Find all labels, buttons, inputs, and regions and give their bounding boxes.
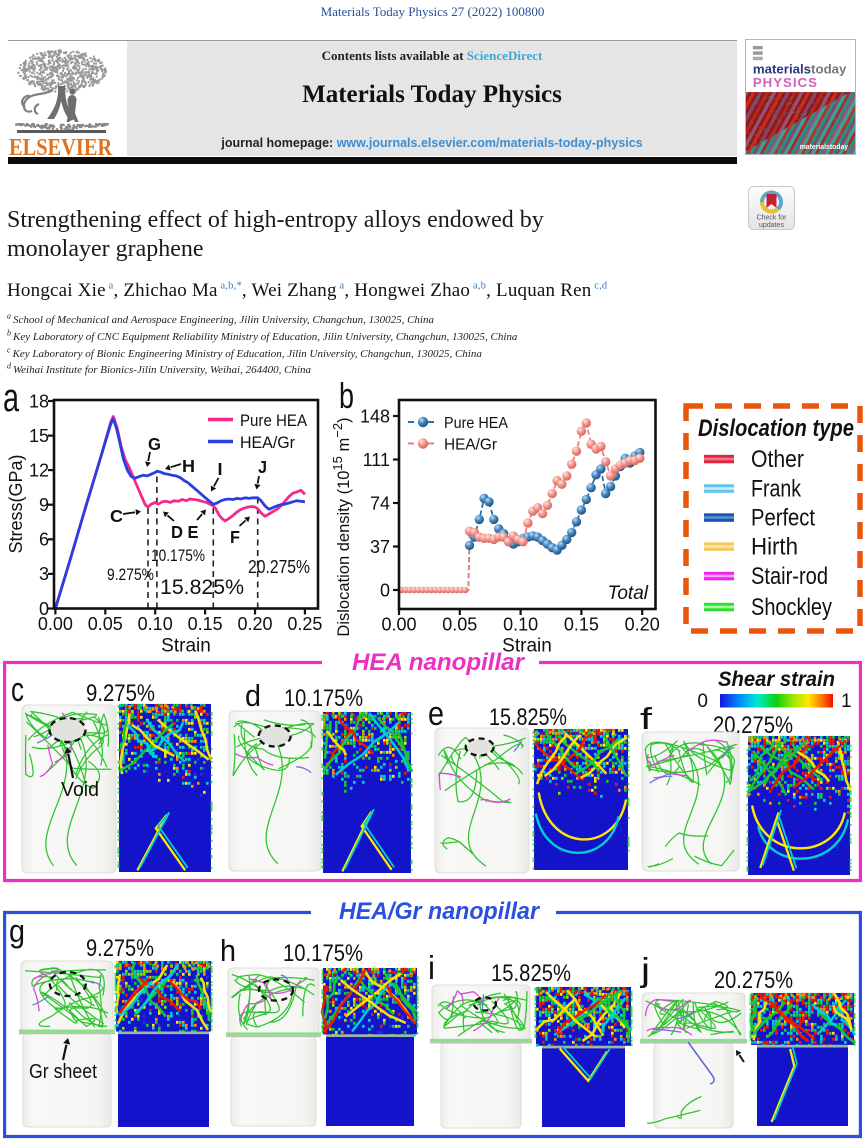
svg-text:0.25: 0.25 (287, 614, 322, 634)
svg-text:Total: Total (608, 583, 649, 604)
svg-text:d: d (245, 678, 261, 713)
svg-text:12: 12 (29, 460, 49, 480)
svg-text:Shear strain: Shear strain (718, 668, 835, 691)
svg-text:j: j (640, 951, 650, 988)
svg-text:15.825%: 15.825% (491, 960, 571, 987)
svg-text:H: H (182, 456, 195, 476)
svg-text:materialstoday: materialstoday (800, 144, 849, 151)
svg-text:b: b (339, 375, 354, 416)
svg-text:15: 15 (29, 426, 49, 446)
svg-text:e: e (428, 695, 444, 733)
svg-text:9.275%: 9.275% (86, 935, 154, 962)
svg-text:F: F (230, 527, 240, 547)
svg-text:HEA/Gr: HEA/Gr (444, 437, 498, 454)
svg-text:9: 9 (39, 495, 49, 515)
svg-text:0.10: 0.10 (138, 614, 173, 634)
svg-text:0.00: 0.00 (38, 614, 73, 634)
svg-text:Void: Void (61, 779, 99, 801)
svg-text:10.175%: 10.175% (284, 685, 363, 712)
svg-text:0.15: 0.15 (188, 614, 223, 634)
svg-text:G: G (148, 434, 161, 454)
svg-text:74: 74 (370, 493, 390, 513)
svg-text:15.825%: 15.825% (489, 704, 567, 731)
svg-text:10.175%: 10.175% (283, 940, 363, 967)
svg-text:i: i (428, 949, 435, 986)
svg-text:Stair-rod: Stair-rod (751, 563, 828, 590)
svg-text:Shockley: Shockley (751, 594, 832, 621)
svg-text:E: E (188, 522, 199, 542)
svg-text:111: 111 (363, 450, 390, 470)
svg-text:materialstoday: materialstoday (753, 61, 847, 76)
svg-text:Hirth: Hirth (751, 534, 798, 561)
svg-text:Frank: Frank (751, 476, 802, 503)
svg-text:15.825%: 15.825% (160, 576, 244, 599)
svg-text:0: 0 (697, 691, 708, 712)
svg-text:Strain: Strain (161, 636, 211, 657)
svg-text:g: g (9, 913, 25, 949)
svg-text:20.275%: 20.275% (714, 967, 793, 994)
svg-text:Dislocation density (1015 m−2): Dislocation density (1015 m−2) (330, 417, 354, 636)
svg-text:20.275%: 20.275% (248, 557, 310, 577)
svg-text:0.20: 0.20 (237, 614, 272, 634)
svg-text:0.05: 0.05 (442, 615, 477, 635)
svg-text:18: 18 (29, 391, 49, 411)
svg-text:J: J (258, 457, 267, 477)
svg-text:HEA nanopillar: HEA nanopillar (352, 649, 526, 676)
svg-text:9.275%: 9.275% (86, 680, 155, 707)
svg-text:HEA/Gr: HEA/Gr (240, 434, 295, 452)
svg-text:0: 0 (380, 580, 390, 600)
svg-text:updates: updates (759, 222, 784, 229)
svg-text:HEA/Gr nanopillar: HEA/Gr nanopillar (339, 898, 541, 925)
svg-text:Pure HEA: Pure HEA (240, 412, 307, 430)
svg-text:0.00: 0.00 (381, 615, 416, 635)
svg-text:0.10: 0.10 (503, 615, 538, 635)
svg-text:D: D (171, 522, 183, 542)
svg-text:37: 37 (370, 537, 390, 557)
svg-text:3: 3 (39, 564, 49, 584)
svg-text:a: a (3, 376, 20, 420)
svg-text:Check for: Check for (757, 215, 788, 222)
svg-text:I: I (218, 459, 223, 479)
svg-text:6: 6 (39, 530, 49, 550)
svg-text:Pure HEA: Pure HEA (444, 415, 508, 432)
svg-text:1: 1 (841, 691, 852, 712)
svg-text:h: h (220, 933, 236, 968)
svg-text:C: C (110, 506, 123, 526)
svg-text:148: 148 (360, 406, 390, 426)
svg-text:Strain: Strain (502, 636, 552, 657)
svg-text:9.275%: 9.275% (107, 565, 154, 584)
svg-text:Stress(GPa): Stress(GPa) (6, 454, 26, 553)
svg-text:0.15: 0.15 (564, 615, 599, 635)
svg-text:c: c (11, 671, 24, 709)
svg-text:0: 0 (39, 599, 49, 619)
svg-text:PHYSICS: PHYSICS (753, 75, 818, 90)
svg-text:0.05: 0.05 (88, 614, 123, 634)
svg-text:0.20: 0.20 (625, 615, 660, 635)
svg-text:Perfect: Perfect (751, 505, 815, 532)
svg-text:f: f (640, 701, 653, 736)
svg-text:Gr sheet: Gr sheet (29, 1061, 97, 1083)
svg-text:10.175%: 10.175% (151, 546, 205, 565)
svg-text:Other: Other (751, 446, 804, 473)
svg-text:Dislocation type: Dislocation type (698, 415, 854, 442)
